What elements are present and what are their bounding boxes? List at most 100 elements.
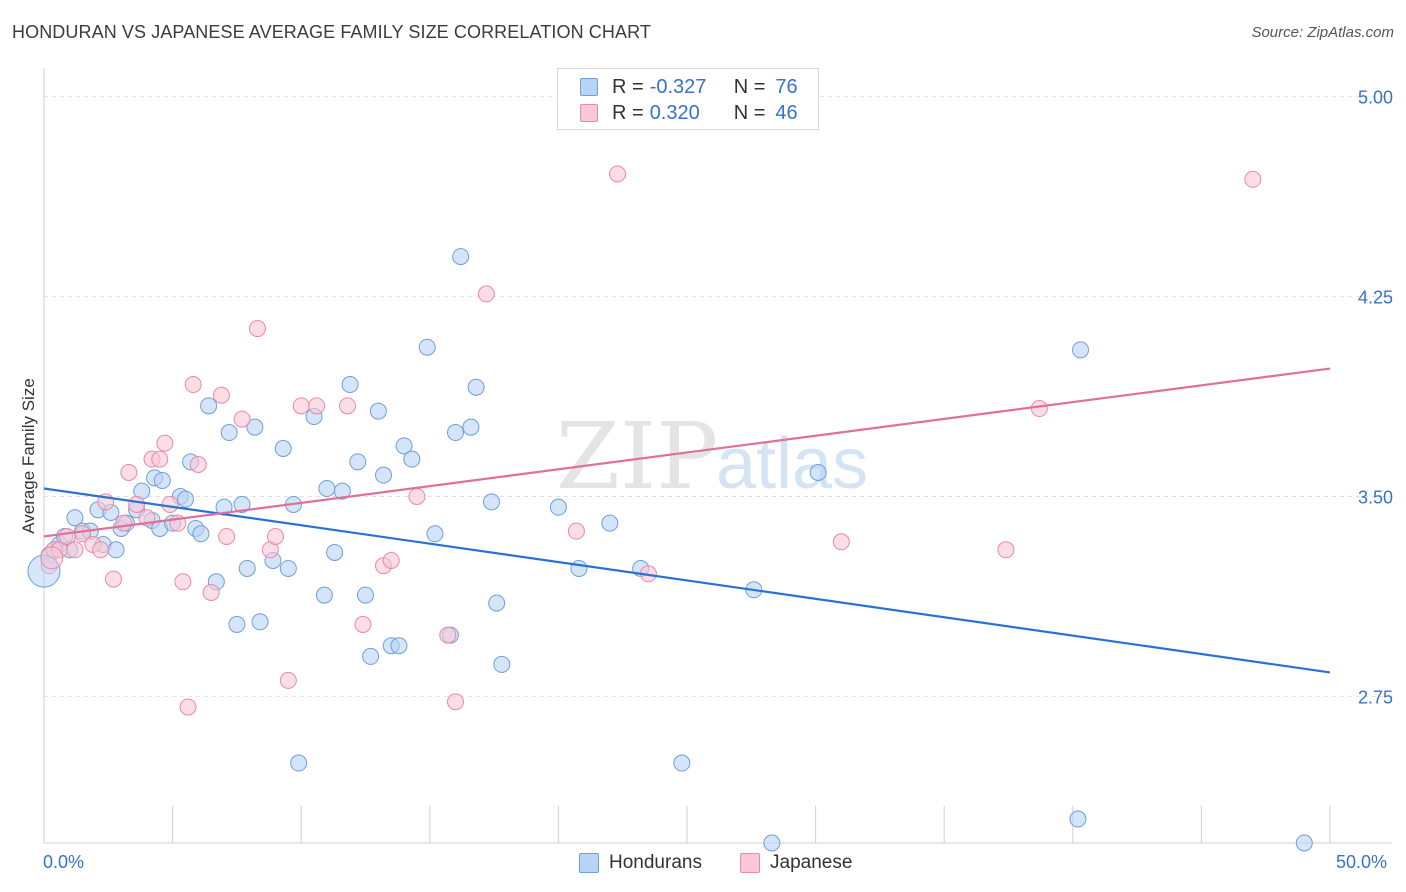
data-point bbox=[66, 509, 84, 527]
series-name-japanese: Japanese bbox=[770, 852, 853, 873]
trend-lines bbox=[43, 367, 1331, 674]
data-point bbox=[238, 559, 256, 577]
data-point bbox=[292, 397, 310, 415]
legend-n-label: N = bbox=[733, 101, 766, 124]
data-point bbox=[279, 671, 297, 689]
data-point bbox=[488, 594, 506, 612]
correlation-legend: R = -0.327 N = 76 R = 0.320 N = 46 bbox=[557, 68, 819, 130]
trend-line-japanese bbox=[43, 367, 1331, 538]
data-point bbox=[120, 463, 138, 481]
data-point bbox=[426, 525, 444, 543]
series-swatch-hondurans bbox=[579, 853, 599, 873]
legend-swatch-japanese bbox=[580, 104, 598, 122]
legend-r-label: R = bbox=[612, 75, 644, 98]
data-point bbox=[202, 583, 220, 601]
legend-r-value: 0.320 bbox=[649, 101, 700, 124]
data-point bbox=[567, 522, 585, 540]
data-point bbox=[251, 613, 269, 631]
data-point bbox=[601, 514, 619, 532]
data-point bbox=[452, 248, 470, 266]
data-point bbox=[341, 376, 359, 394]
data-point bbox=[493, 655, 511, 673]
legend-r-label: R = bbox=[612, 101, 644, 124]
data-point bbox=[153, 471, 171, 489]
data-point bbox=[462, 418, 480, 436]
data-point bbox=[1069, 810, 1087, 828]
data-point bbox=[200, 397, 218, 415]
data-point bbox=[220, 424, 238, 442]
data-point bbox=[274, 440, 292, 458]
data-point bbox=[338, 397, 356, 415]
series-name-hondurans: Hondurans bbox=[609, 852, 702, 873]
data-point bbox=[184, 376, 202, 394]
data-point bbox=[115, 514, 133, 532]
data-point bbox=[395, 437, 413, 455]
data-point bbox=[192, 525, 210, 543]
data-point bbox=[233, 410, 251, 428]
y-tick-label: 5.00 bbox=[1358, 88, 1393, 108]
series-swatch-japanese bbox=[740, 853, 760, 873]
data-point bbox=[266, 527, 284, 545]
y-tick-labels: 2.75 3.50 4.25 5.00 bbox=[1358, 88, 1393, 708]
data-point bbox=[189, 455, 207, 473]
data-point bbox=[176, 490, 194, 508]
watermark-atlas: atlas bbox=[716, 424, 868, 504]
data-point bbox=[179, 698, 197, 716]
data-point bbox=[609, 165, 627, 183]
data-point bbox=[218, 527, 236, 545]
data-point bbox=[439, 626, 457, 644]
x-tick-label-min: 0.0% bbox=[43, 852, 85, 872]
data-point bbox=[483, 493, 501, 511]
data-point bbox=[279, 559, 297, 577]
data-point bbox=[362, 647, 380, 665]
data-point bbox=[212, 386, 230, 404]
y-tick-label: 3.50 bbox=[1358, 487, 1393, 507]
legend-swatch-hondurans bbox=[580, 78, 598, 96]
data-point bbox=[418, 338, 436, 356]
data-point bbox=[354, 615, 372, 633]
data-point bbox=[318, 479, 336, 497]
legend-n-value: 76 bbox=[775, 75, 798, 98]
data-point bbox=[382, 551, 400, 569]
data-point bbox=[174, 573, 192, 591]
data-point bbox=[233, 495, 251, 513]
data-point bbox=[161, 495, 179, 513]
data-point bbox=[357, 586, 374, 604]
source-credit: Source: ZipAtlas.com bbox=[1251, 24, 1394, 41]
data-point bbox=[1072, 341, 1090, 359]
series-hondurans bbox=[40, 248, 1313, 852]
series-legend-hondurans: Hondurans bbox=[579, 852, 702, 874]
data-point bbox=[673, 754, 691, 772]
series-legend-japanese: Japanese bbox=[740, 852, 852, 874]
data-point bbox=[349, 453, 367, 471]
data-point bbox=[403, 450, 421, 468]
data-point bbox=[290, 754, 308, 772]
y-axis-label: Average Family Size bbox=[19, 378, 38, 534]
data-point-cluster bbox=[40, 546, 64, 570]
legend-r-value: -0.327 bbox=[649, 75, 707, 98]
data-point bbox=[92, 541, 110, 559]
data-point bbox=[104, 570, 122, 588]
data-point bbox=[1244, 170, 1262, 188]
y-tick-label: 4.25 bbox=[1358, 288, 1393, 308]
data-point bbox=[467, 378, 485, 396]
data-point bbox=[832, 533, 850, 551]
data-point bbox=[408, 487, 426, 505]
data-point bbox=[390, 637, 408, 655]
data-point bbox=[308, 397, 326, 415]
data-point bbox=[156, 434, 174, 452]
data-point bbox=[315, 586, 333, 604]
x-tick-label-max: 50.0% bbox=[1336, 852, 1388, 872]
data-point bbox=[66, 541, 84, 559]
data-point bbox=[326, 543, 344, 561]
data-point bbox=[1030, 400, 1048, 418]
y-tick-label: 2.75 bbox=[1358, 687, 1393, 707]
data-point bbox=[151, 450, 169, 468]
data-point bbox=[549, 498, 567, 516]
data-point bbox=[763, 834, 781, 852]
data-point bbox=[107, 541, 125, 559]
watermark-zip: ZIP bbox=[556, 403, 718, 510]
data-point bbox=[477, 285, 495, 303]
chart-title: HONDURAN VS JAPANESE AVERAGE FAMILY SIZE… bbox=[12, 22, 651, 42]
